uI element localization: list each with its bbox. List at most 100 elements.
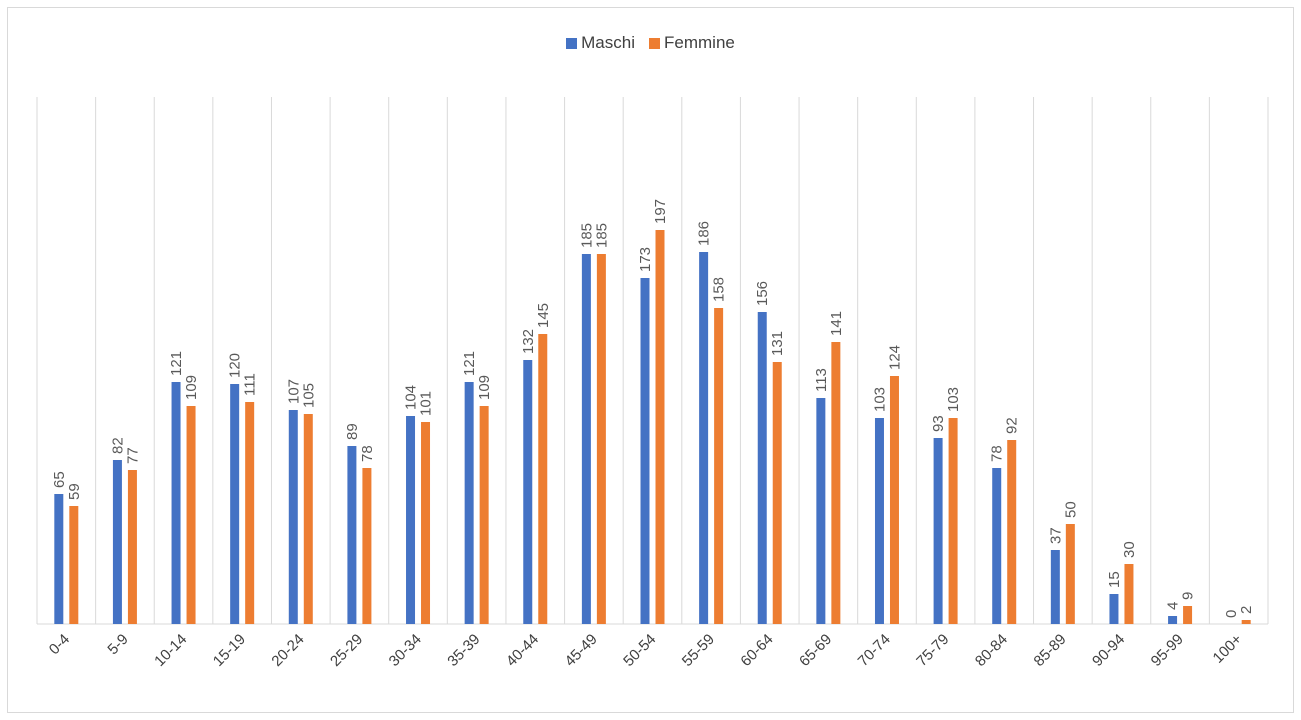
- bar-femmine-30-34: [421, 422, 431, 624]
- bar-femmine-85-89: [1065, 524, 1075, 624]
- data-label-femmine-35-39: 109: [476, 375, 493, 400]
- data-label-maschi-65-69: 113: [813, 368, 830, 392]
- data-label-femmine-40-44: 145: [535, 303, 552, 328]
- bar-femmine-100+: [1241, 620, 1251, 624]
- data-label-femmine-100+: 2: [1238, 606, 1255, 614]
- bar-maschi-15-19: [230, 384, 240, 624]
- tick-label-85-89: 85-89: [1031, 631, 1070, 670]
- data-label-maschi-35-39: 121: [461, 351, 478, 376]
- bar-femmine-45-49: [596, 254, 606, 624]
- bar-maschi-80-84: [992, 468, 1002, 624]
- data-label-femmine-20-24: 105: [300, 383, 317, 408]
- bar-maschi-60-64: [757, 312, 767, 624]
- bar-maschi-95-99: [1168, 616, 1178, 624]
- bar-maschi-20-24: [288, 410, 298, 624]
- bar-femmine-0-4: [69, 506, 79, 624]
- tick-label-45-49: 45-49: [562, 631, 601, 670]
- data-label-maschi-40-44: 132: [520, 329, 537, 354]
- data-label-maschi-80-84: 78: [989, 445, 1006, 462]
- bar-maschi-45-49: [581, 254, 591, 624]
- bar-femmine-70-74: [889, 376, 899, 624]
- tick-label-40-44: 40-44: [503, 631, 542, 670]
- data-label-femmine-50-54: 197: [652, 199, 669, 224]
- data-label-femmine-90-94: 30: [1121, 541, 1138, 558]
- tick-label-10-14: 10-14: [151, 631, 190, 670]
- bar-femmine-65-69: [831, 342, 841, 624]
- data-label-maschi-30-34: 104: [403, 385, 420, 410]
- bar-femmine-25-29: [362, 468, 372, 624]
- bar-maschi-90-94: [1109, 594, 1119, 624]
- bar-maschi-40-44: [523, 360, 533, 624]
- tick-label-25-29: 25-29: [327, 631, 366, 670]
- data-label-maschi-10-14: 121: [168, 351, 185, 376]
- data-label-maschi-20-24: 107: [285, 379, 302, 404]
- data-label-maschi-55-59: 186: [696, 221, 713, 246]
- data-label-maschi-100+: 0: [1223, 610, 1240, 618]
- bar-maschi-75-79: [933, 438, 943, 624]
- tick-label-0-4: 0-4: [46, 631, 73, 658]
- bar-maschi-65-69: [816, 398, 826, 624]
- legend-item-femmine: Femmine: [649, 33, 735, 53]
- bar-femmine-50-54: [655, 230, 665, 624]
- bar-maschi-10-14: [171, 382, 181, 624]
- data-label-femmine-95-99: 9: [1180, 592, 1197, 600]
- chart-frame: [7, 7, 1294, 713]
- data-label-maschi-25-29: 89: [344, 423, 361, 440]
- data-label-maschi-5-9: 82: [109, 437, 126, 454]
- tick-label-80-84: 80-84: [972, 631, 1011, 670]
- data-label-femmine-85-89: 50: [1062, 501, 1079, 518]
- data-label-femmine-5-9: 77: [124, 447, 141, 464]
- data-label-maschi-90-94: 15: [1106, 571, 1123, 588]
- tick-label-15-19: 15-19: [210, 631, 249, 670]
- data-label-femmine-80-84: 92: [1004, 417, 1021, 434]
- bar-femmine-60-64: [772, 362, 782, 624]
- data-label-femmine-55-59: 158: [711, 277, 728, 302]
- bar-maschi-35-39: [464, 382, 474, 624]
- tick-label-90-94: 90-94: [1089, 631, 1128, 670]
- bar-femmine-40-44: [538, 334, 548, 624]
- legend-label-maschi: Maschi: [581, 33, 635, 52]
- tick-label-55-59: 55-59: [679, 631, 718, 670]
- bar-femmine-55-59: [714, 308, 724, 624]
- bar-femmine-15-19: [245, 402, 255, 624]
- bar-maschi-0-4: [54, 494, 64, 624]
- data-label-maschi-70-74: 103: [871, 387, 888, 412]
- bar-femmine-5-9: [127, 470, 137, 624]
- tick-label-20-24: 20-24: [268, 631, 307, 670]
- bar-maschi-70-74: [874, 418, 884, 624]
- bar-maschi-5-9: [112, 460, 122, 624]
- data-label-maschi-50-54: 173: [637, 247, 654, 272]
- bar-femmine-80-84: [1007, 440, 1017, 624]
- bar-maschi-85-89: [1050, 550, 1060, 624]
- tick-label-95-99: 95-99: [1148, 631, 1187, 670]
- bar-femmine-75-79: [948, 418, 958, 624]
- tick-label-30-34: 30-34: [386, 631, 425, 670]
- bar-maschi-30-34: [406, 416, 416, 624]
- data-label-maschi-0-4: 65: [51, 471, 68, 488]
- tick-label-5-9: 5-9: [104, 631, 131, 658]
- bar-femmine-10-14: [186, 406, 196, 624]
- tick-label-65-69: 65-69: [796, 631, 835, 670]
- data-label-femmine-0-4: 59: [66, 483, 83, 500]
- data-label-femmine-70-74: 124: [886, 345, 903, 370]
- data-label-maschi-95-99: 4: [1165, 602, 1182, 610]
- legend-item-maschi: Maschi: [566, 33, 635, 53]
- bar-femmine-35-39: [479, 406, 489, 624]
- data-label-femmine-25-29: 78: [359, 445, 376, 462]
- data-label-maschi-60-64: 156: [754, 281, 771, 306]
- legend: Maschi Femmine: [0, 33, 1301, 53]
- tick-label-100+: 100+: [1210, 631, 1246, 667]
- data-label-femmine-45-49: 185: [593, 223, 610, 248]
- data-label-femmine-75-79: 103: [945, 387, 962, 412]
- legend-label-femmine: Femmine: [664, 33, 735, 52]
- data-label-femmine-60-64: 131: [769, 331, 786, 356]
- data-label-maschi-15-19: 120: [227, 353, 244, 378]
- data-label-femmine-65-69: 141: [828, 311, 845, 336]
- bar-maschi-25-29: [347, 446, 357, 624]
- tick-label-35-39: 35-39: [444, 631, 483, 670]
- bar-femmine-95-99: [1183, 606, 1193, 624]
- legend-swatch-femmine: [649, 37, 660, 49]
- bar-maschi-55-59: [699, 252, 709, 624]
- legend-swatch-maschi: [566, 37, 578, 49]
